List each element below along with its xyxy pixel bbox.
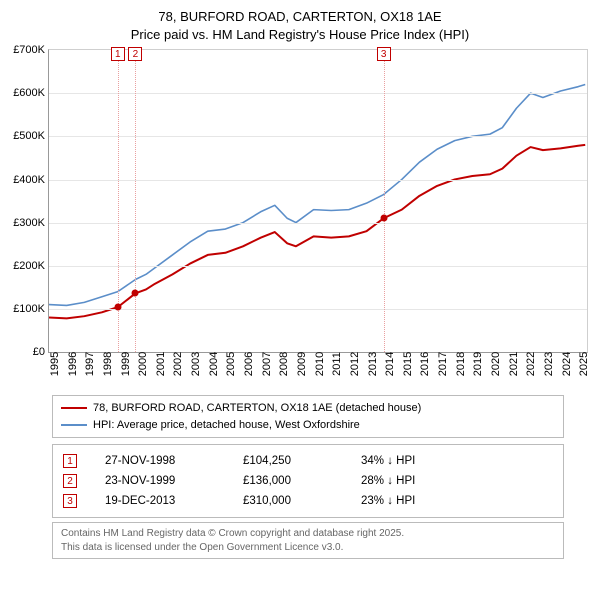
attribution-line: This data is licensed under the Open Gov… (61, 541, 555, 555)
sale-hpi-delta: 28% ↓ HPI (361, 475, 415, 487)
sale-price: £310,000 (243, 495, 333, 507)
x-axis-label: 1996 (67, 352, 79, 376)
x-axis-label: 2020 (490, 352, 502, 376)
x-axis-label: 2007 (261, 352, 273, 376)
x-axis-label: 2001 (155, 352, 167, 376)
sale-point-icon (132, 290, 139, 297)
x-axis-label: 1998 (102, 352, 114, 376)
table-row: 1 27-NOV-1998 £104,250 34% ↓ HPI (63, 451, 553, 471)
sale-marker-icon: 1 (111, 47, 125, 61)
line-svg (49, 50, 587, 352)
x-axis-label: 2017 (437, 352, 449, 376)
sale-point-icon (380, 215, 387, 222)
y-axis-label: £700K (13, 44, 45, 56)
x-axis-label: 2015 (402, 352, 414, 376)
x-axis-label: 2023 (543, 352, 555, 376)
sale-marker-icon: 3 (63, 494, 77, 508)
y-axis-label: £600K (13, 87, 45, 99)
x-axis-label: 2002 (172, 352, 184, 376)
chart-container: 78, BURFORD ROAD, CARTERTON, OX18 1AE Pr… (0, 0, 600, 590)
legend-label: 78, BURFORD ROAD, CARTERTON, OX18 1AE (d… (93, 400, 421, 417)
y-axis-label: £400K (13, 174, 45, 186)
x-axis-label: 2013 (367, 352, 379, 376)
legend-row: 78, BURFORD ROAD, CARTERTON, OX18 1AE (d… (61, 400, 555, 417)
sale-date: 19-DEC-2013 (105, 495, 215, 507)
x-axis-label: 2006 (243, 352, 255, 376)
x-axis-label: 2000 (137, 352, 149, 376)
sale-marker-icon: 2 (63, 474, 77, 488)
y-axis-label: £300K (13, 217, 45, 229)
x-axis-label: 2019 (472, 352, 484, 376)
sales-table: 1 27-NOV-1998 £104,250 34% ↓ HPI 2 23-NO… (52, 444, 564, 518)
x-axis-label: 2024 (561, 352, 573, 376)
legend: 78, BURFORD ROAD, CARTERTON, OX18 1AE (d… (52, 395, 564, 438)
x-axis-label: 2009 (296, 352, 308, 376)
plot-area: £0£100K£200K£300K£400K£500K£600K£700K199… (48, 49, 588, 353)
x-axis-label: 2014 (384, 352, 396, 376)
y-axis-label: £500K (13, 130, 45, 142)
sale-price: £104,250 (243, 455, 333, 467)
legend-label: HPI: Average price, detached house, West… (93, 417, 360, 434)
x-axis-label: 2018 (455, 352, 467, 376)
chart-title: 78, BURFORD ROAD, CARTERTON, OX18 1AE Pr… (10, 8, 590, 43)
x-axis-label: 2010 (314, 352, 326, 376)
sale-marker-icon: 1 (63, 454, 77, 468)
x-axis-label: 2022 (525, 352, 537, 376)
x-axis-label: 2016 (419, 352, 431, 376)
sale-date: 27-NOV-1998 (105, 455, 215, 467)
x-axis-label: 1995 (49, 352, 61, 376)
x-axis-label: 1997 (84, 352, 96, 376)
x-axis-label: 2005 (225, 352, 237, 376)
sale-point-icon (114, 304, 121, 311)
sale-hpi-delta: 23% ↓ HPI (361, 495, 415, 507)
legend-swatch (61, 407, 87, 409)
sale-hpi-delta: 34% ↓ HPI (361, 455, 415, 467)
y-axis-label: £0 (33, 346, 45, 358)
sale-price: £136,000 (243, 475, 333, 487)
x-axis-label: 2025 (578, 352, 590, 376)
x-axis-label: 2012 (349, 352, 361, 376)
sale-marker-icon: 2 (128, 47, 142, 61)
table-row: 2 23-NOV-1999 £136,000 28% ↓ HPI (63, 471, 553, 491)
table-row: 3 19-DEC-2013 £310,000 23% ↓ HPI (63, 491, 553, 511)
title-address: 78, BURFORD ROAD, CARTERTON, OX18 1AE (10, 8, 590, 26)
attribution: Contains HM Land Registry data © Crown c… (52, 522, 564, 559)
y-axis-label: £200K (13, 260, 45, 272)
legend-row: HPI: Average price, detached house, West… (61, 417, 555, 434)
chart-area: £0£100K£200K£300K£400K£500K£600K£700K199… (10, 49, 590, 389)
y-axis-label: £100K (13, 303, 45, 315)
x-axis-label: 2004 (208, 352, 220, 376)
attribution-line: Contains HM Land Registry data © Crown c… (61, 527, 555, 541)
x-axis-label: 2003 (190, 352, 202, 376)
legend-swatch (61, 424, 87, 426)
x-axis-label: 2008 (278, 352, 290, 376)
x-axis-label: 2011 (331, 352, 343, 376)
x-axis-label: 2021 (508, 352, 520, 376)
sale-marker-icon: 3 (377, 47, 391, 61)
title-subtitle: Price paid vs. HM Land Registry's House … (10, 26, 590, 44)
x-axis-label: 1999 (120, 352, 132, 376)
sale-date: 23-NOV-1999 (105, 475, 215, 487)
